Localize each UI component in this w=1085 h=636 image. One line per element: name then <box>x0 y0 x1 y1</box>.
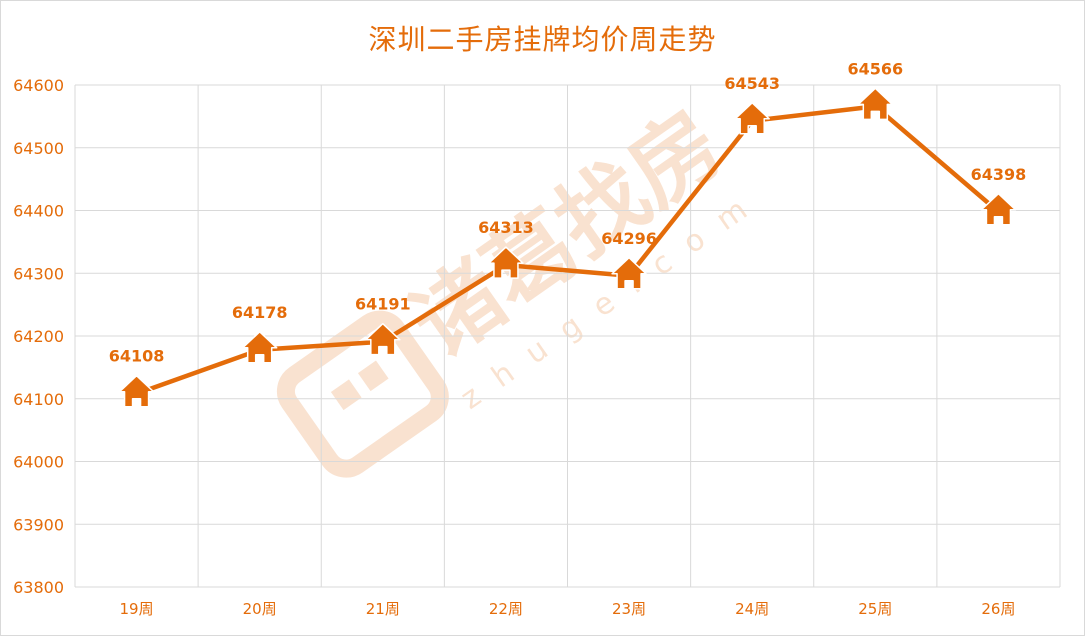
series-line <box>135 104 1000 396</box>
data-label: 64398 <box>971 165 1027 184</box>
data-label: 64313 <box>478 218 534 237</box>
markers <box>118 87 1017 408</box>
y-tick-label: 64100 <box>13 390 64 409</box>
y-tick-label: 63800 <box>13 578 64 597</box>
house-icon <box>118 374 155 408</box>
series-line-path <box>135 104 1000 396</box>
data-label: 64543 <box>724 74 780 93</box>
x-tick-label: 25周 <box>858 600 892 618</box>
data-label: 64191 <box>355 295 411 314</box>
y-tick-label: 64300 <box>13 264 64 283</box>
house-icon <box>241 331 278 364</box>
data-label: 64566 <box>847 59 903 78</box>
house-icon <box>980 193 1017 226</box>
house-icon <box>857 87 894 121</box>
zhuge-logo-icon <box>276 310 449 478</box>
x-tick-label: 22周 <box>489 600 523 618</box>
x-tick-label: 20周 <box>243 600 277 618</box>
watermark: 诸葛找房 zhuge.com <box>276 91 772 478</box>
y-tick-label: 64400 <box>13 202 64 221</box>
house-icon <box>611 257 647 290</box>
x-tick-label: 24周 <box>735 600 769 618</box>
house-icon <box>734 102 770 135</box>
y-tick-label: 64200 <box>13 327 64 346</box>
y-tick-label: 64600 <box>13 76 64 95</box>
gridlines <box>74 84 1061 588</box>
x-axis: 19周 20周 21周 22周 23周 24周 25周 26周 <box>120 600 1016 618</box>
y-tick-label: 64000 <box>13 453 64 472</box>
data-labels: 64108 64178 64191 64313 64296 64543 64566 64398 <box>109 59 1027 365</box>
chart-title: 深圳二手房挂牌均价周走势 <box>368 23 717 56</box>
x-tick-label: 26周 <box>981 600 1015 618</box>
data-label: 64296 <box>601 229 657 248</box>
y-axis: 63800 63900 64000 64100 64200 64300 64400 64500… <box>13 76 64 597</box>
x-tick-label: 19周 <box>120 600 154 618</box>
x-tick-label: 21周 <box>366 600 400 618</box>
data-label: 64108 <box>109 347 165 366</box>
y-tick-label: 63900 <box>13 515 64 534</box>
x-tick-label: 23周 <box>612 600 646 618</box>
y-tick-label: 64500 <box>13 139 64 158</box>
house-icon <box>488 246 524 279</box>
house-icon <box>365 322 401 356</box>
data-label: 64178 <box>232 303 288 322</box>
